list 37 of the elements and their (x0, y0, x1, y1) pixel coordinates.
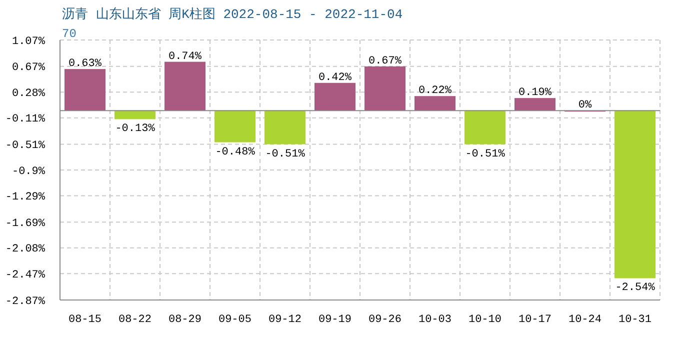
data-label: -0.13% (115, 123, 156, 136)
x-tick-label: 08-22 (118, 314, 152, 326)
data-label: 0.22% (418, 85, 452, 98)
chart-subtitle: 70 (62, 27, 76, 41)
y-tick-label: -2.47% (5, 269, 46, 282)
x-tick-label: 10-17 (518, 314, 552, 326)
x-tick-label: 08-15 (68, 314, 102, 326)
y-tick-label: 0.67% (12, 62, 46, 74)
data-label: -2.54% (615, 282, 656, 294)
x-tick-label: 10-31 (618, 314, 652, 326)
data-label: 0.42% (318, 72, 352, 84)
data-label: 0.63% (68, 58, 102, 70)
y-tick-label: -2.87% (5, 296, 46, 308)
x-tick-label: 10-24 (568, 314, 602, 326)
chart-title: 沥青 山东山东省 周K柱图 2022-08-15 - 2022-11-04 (62, 7, 403, 22)
y-tick-label: 1.07% (12, 36, 46, 48)
x-tick-label: 09-26 (368, 314, 402, 326)
data-label: -0.51% (265, 148, 306, 160)
x-tick-label: 09-05 (218, 314, 252, 326)
data-label: 0.19% (518, 87, 552, 100)
y-tick-label: 0.28% (12, 88, 46, 100)
y-tick-label: -1.69% (5, 218, 46, 230)
x-tick-label: 09-12 (268, 314, 302, 326)
data-label: -0.48% (215, 146, 256, 158)
data-label: -0.51% (465, 148, 506, 160)
x-tick-label: 09-19 (318, 314, 352, 326)
y-tick-label: -2.08% (5, 244, 46, 256)
y-tick-label: -1.29% (5, 192, 46, 204)
y-tick-label: -0.9% (12, 166, 46, 178)
data-label: 0% (578, 100, 592, 112)
y-tick-label: -0.11% (5, 114, 46, 126)
x-tick-label: 10-03 (418, 314, 452, 326)
data-label: 0.74% (168, 50, 202, 63)
y-tick-label: -0.51% (5, 140, 46, 152)
data-label: 0.67% (368, 55, 402, 68)
x-tick-label: 08-29 (168, 314, 202, 326)
x-tick-label: 10-10 (468, 314, 502, 326)
